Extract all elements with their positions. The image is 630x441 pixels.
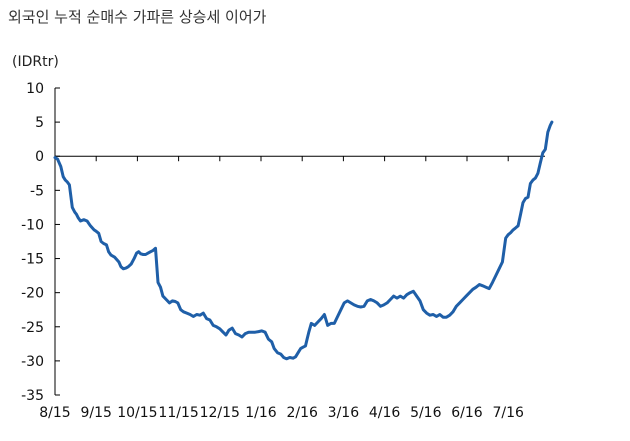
x-tick-label: 8/15 <box>39 405 70 421</box>
x-tick-label: 1/16 <box>245 405 277 421</box>
x-tick-label: 3/16 <box>328 405 360 421</box>
x-tick-label: 12/15 <box>200 405 240 421</box>
y-tick-label: -20 <box>21 286 44 302</box>
x-tick-label: 10/15 <box>117 405 157 421</box>
ticks: 10 5 0 -5 -10 -15 -20 -25 -30 -358/15 9/15 10/15 11/… <box>21 81 524 421</box>
x-tick-label: 11/15 <box>158 405 198 421</box>
y-tick-label: 10 <box>26 81 44 97</box>
series-line <box>53 120 554 361</box>
y-tick-label: 0 <box>35 149 44 165</box>
y-tick-label: -15 <box>21 252 44 268</box>
x-tick-label: 5/16 <box>410 405 442 421</box>
y-axis-unit-label: (IDRtr) <box>12 54 59 70</box>
axes <box>54 88 545 395</box>
series-group <box>53 120 554 361</box>
y-tick-label: 5 <box>35 115 44 131</box>
chart-title: 외국인 누적 순매수 가파른 상승세 이어가 <box>8 8 267 26</box>
x-tick-label: 6/16 <box>451 405 483 421</box>
y-tick-label: -5 <box>30 183 44 199</box>
y-tick-label: -25 <box>21 320 44 336</box>
x-tick-label: 4/16 <box>369 405 401 421</box>
x-tick-label: 2/16 <box>286 405 318 421</box>
x-tick-label: 9/15 <box>80 405 111 421</box>
y-tick-label: -30 <box>21 354 44 370</box>
y-tick-label: -35 <box>21 388 44 404</box>
x-tick-label: 7/16 <box>492 405 524 421</box>
y-tick-label: -10 <box>21 217 44 233</box>
